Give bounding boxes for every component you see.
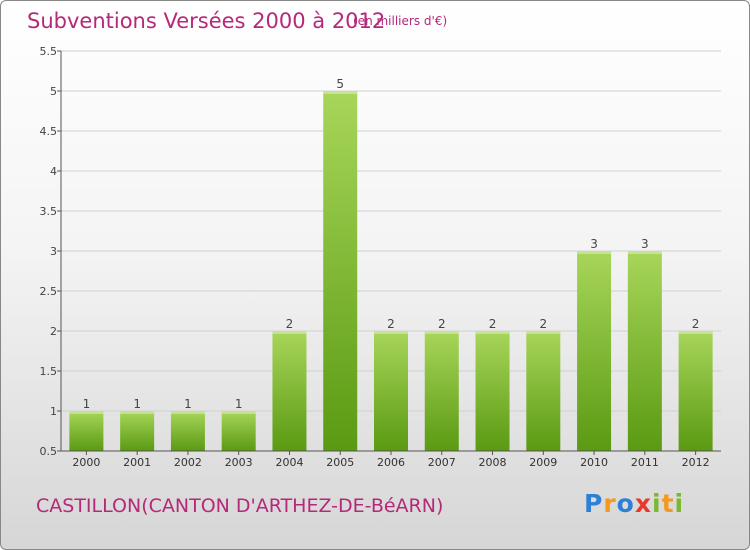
y-tick-label: 2 <box>50 325 57 338</box>
data-label: 5 <box>336 77 344 91</box>
logo-letter: t <box>661 489 675 518</box>
proxiti-logo: Proxiti <box>584 489 684 518</box>
bar-highlight <box>424 331 459 334</box>
bar <box>272 331 307 451</box>
y-tick-label: 2.5 <box>40 285 58 298</box>
data-label: 1 <box>83 397 91 411</box>
bar <box>475 331 510 451</box>
y-tick-label: 4.5 <box>40 125 58 138</box>
x-tick-label: 2006 <box>377 456 405 469</box>
x-tick-label: 2009 <box>529 456 557 469</box>
bar <box>323 91 358 451</box>
data-label: 1 <box>133 397 141 411</box>
y-tick-label: 3 <box>50 245 57 258</box>
data-label: 3 <box>590 237 598 251</box>
data-label: 1 <box>235 397 243 411</box>
bar <box>69 411 104 451</box>
chart-unit: (en milliers d'€) <box>353 14 448 28</box>
x-tick-label: 2007 <box>428 456 456 469</box>
bar-highlight <box>69 411 104 414</box>
bar-highlight <box>475 331 510 334</box>
chart-title: Subventions Versées 2000 à 2012 <box>27 9 386 33</box>
data-label: 2 <box>387 317 395 331</box>
logo-letter: x <box>634 489 652 518</box>
data-label: 2 <box>489 317 497 331</box>
y-tick-label: 4 <box>50 165 57 178</box>
y-tick-label: 3.5 <box>40 205 58 218</box>
data-label: 2 <box>286 317 294 331</box>
x-tick-label: 2010 <box>580 456 608 469</box>
data-label: 2 <box>692 317 700 331</box>
x-tick-label: 2008 <box>479 456 507 469</box>
y-tick-label: 0.5 <box>40 445 58 458</box>
data-label: 2 <box>539 317 547 331</box>
bar-highlight <box>120 411 155 414</box>
y-tick-label: 5.5 <box>40 45 58 58</box>
bar-highlight <box>678 331 713 334</box>
bar-highlight <box>323 91 358 94</box>
x-tick-label: 2000 <box>72 456 100 469</box>
bar-highlight <box>170 411 205 414</box>
y-tick-label: 5 <box>50 85 57 98</box>
x-tick-label: 2011 <box>631 456 659 469</box>
bars: 1 1 1 1 2 5 2 2 2 2 3 3 2 <box>69 77 713 451</box>
bar-highlight <box>526 331 561 334</box>
y-tick-label: 1.5 <box>40 365 58 378</box>
data-label: 1 <box>184 397 192 411</box>
x-tick-label: 2002 <box>174 456 202 469</box>
bar <box>526 331 561 451</box>
bar <box>120 411 155 451</box>
logo-letter: P <box>584 489 604 518</box>
bar <box>374 331 408 451</box>
bar-highlight <box>272 331 307 334</box>
x-tick-label: 2005 <box>326 456 354 469</box>
bar <box>627 251 662 451</box>
axes: 0.5 1 1.5 2 2.5 3 3.5 4 4.5 5 5.5 2000 2001 2002 2003 2… <box>40 45 721 469</box>
logo-letter: o <box>616 489 635 518</box>
bar-highlight <box>627 251 662 254</box>
bar-highlight <box>374 331 408 334</box>
x-tick-label: 2003 <box>225 456 253 469</box>
y-tick-label: 1 <box>50 405 57 418</box>
x-tick-label: 2004 <box>275 456 303 469</box>
bar <box>221 411 256 451</box>
bar-highlight <box>577 251 612 254</box>
x-tick-label: 2012 <box>682 456 710 469</box>
data-label: 2 <box>438 317 446 331</box>
logo-letter: i <box>652 489 662 518</box>
bar <box>424 331 459 451</box>
data-label: 3 <box>641 237 649 251</box>
logo-letter: i <box>674 489 685 518</box>
bar <box>170 411 205 451</box>
bar-highlight <box>221 411 256 414</box>
x-tick-label: 2001 <box>123 456 151 469</box>
bar <box>577 251 612 451</box>
bar <box>678 331 713 451</box>
commune-name: CASTILLON(CANTON D'ARTHEZ-DE-BéARN) <box>36 495 444 517</box>
logo-letter: r <box>603 489 617 518</box>
